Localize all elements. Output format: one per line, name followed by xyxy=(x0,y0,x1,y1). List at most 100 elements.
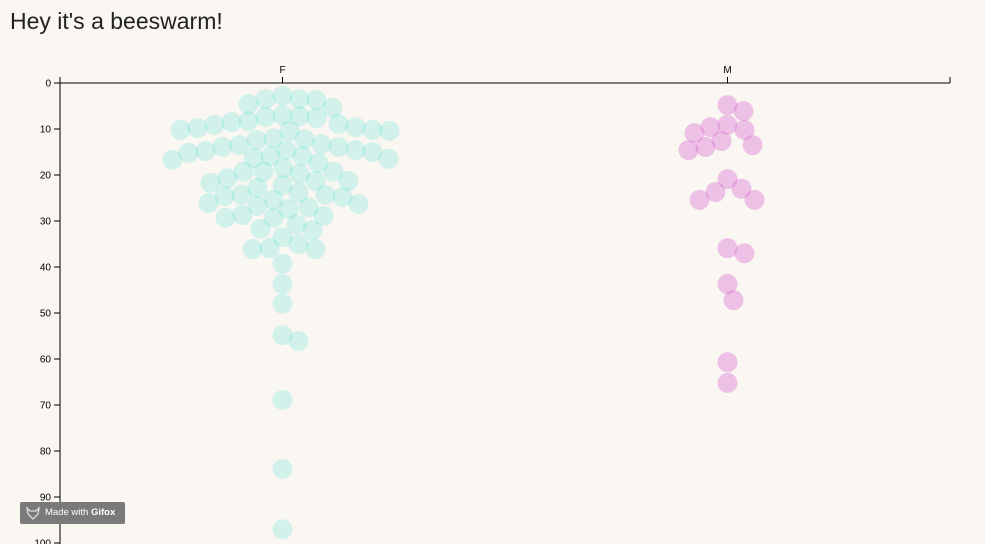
bee xyxy=(717,238,738,259)
bee xyxy=(195,141,216,162)
bee xyxy=(717,274,738,295)
bee xyxy=(328,113,349,134)
y-tick-label: 80 xyxy=(40,447,52,458)
bee xyxy=(263,207,284,228)
bee xyxy=(246,130,267,151)
bee xyxy=(744,189,765,210)
bee xyxy=(243,147,264,168)
bee xyxy=(689,189,710,210)
bee xyxy=(734,243,755,264)
y-tick-label: 60 xyxy=(40,355,52,366)
bee xyxy=(178,142,199,163)
bee xyxy=(345,140,366,161)
bee xyxy=(289,164,310,185)
bee xyxy=(232,205,253,226)
bee xyxy=(362,119,383,140)
bee xyxy=(362,142,383,162)
bee xyxy=(276,140,297,161)
bee xyxy=(212,136,233,157)
bee xyxy=(288,234,309,254)
bee xyxy=(289,89,310,110)
page-title: Hey it's a beeswarm! xyxy=(10,8,223,34)
bee xyxy=(378,148,399,169)
bee xyxy=(221,112,242,133)
watermark-brand: Gifox xyxy=(90,507,116,518)
bee xyxy=(286,214,307,235)
bee xyxy=(717,95,738,116)
bee xyxy=(238,111,259,132)
bee xyxy=(260,146,281,167)
bee xyxy=(259,238,280,259)
bee xyxy=(711,130,732,151)
bee xyxy=(345,117,366,138)
bee xyxy=(233,161,254,182)
bee xyxy=(734,119,755,140)
bee xyxy=(250,218,271,239)
bee xyxy=(379,120,400,141)
bee xyxy=(322,97,343,118)
bee xyxy=(717,372,738,393)
bee xyxy=(272,85,293,106)
y-tick-label: 70 xyxy=(40,401,52,412)
bee xyxy=(247,195,268,216)
bee xyxy=(306,107,327,128)
bee xyxy=(278,199,299,220)
bee xyxy=(253,161,274,182)
bee xyxy=(294,129,315,150)
bee xyxy=(273,158,294,179)
x-tick-label: M xyxy=(723,65,731,76)
bee xyxy=(272,389,293,410)
bee xyxy=(279,120,300,141)
y-tick-label: 100 xyxy=(34,539,51,544)
bee xyxy=(263,128,284,149)
bee xyxy=(247,177,268,198)
bee xyxy=(255,107,276,128)
bee xyxy=(263,189,284,210)
bee xyxy=(231,184,252,205)
bee xyxy=(723,290,744,311)
bee xyxy=(338,170,359,191)
bee xyxy=(272,519,293,540)
bee xyxy=(272,293,293,314)
bee xyxy=(305,170,326,191)
bee xyxy=(198,193,219,214)
bee xyxy=(272,105,293,126)
bee xyxy=(229,135,250,156)
bee xyxy=(288,182,309,203)
x-tick-label: F xyxy=(279,65,285,76)
y-tick-label: 50 xyxy=(40,309,52,320)
bee xyxy=(242,239,263,260)
y-tick-label: 30 xyxy=(40,217,52,228)
bee xyxy=(313,205,334,226)
bee xyxy=(204,114,225,135)
bee xyxy=(272,227,293,248)
bee xyxy=(311,134,332,155)
bee xyxy=(187,118,208,139)
bee xyxy=(302,220,323,241)
bee xyxy=(705,182,726,203)
bee xyxy=(684,123,705,144)
bee xyxy=(272,458,293,479)
bee xyxy=(308,153,329,174)
bee xyxy=(272,325,293,346)
bee xyxy=(695,136,716,157)
bee xyxy=(733,101,754,122)
bee xyxy=(315,184,336,205)
bee xyxy=(272,274,293,295)
bee xyxy=(328,136,349,157)
bee xyxy=(717,352,738,373)
bee xyxy=(348,193,369,214)
bee xyxy=(298,197,319,218)
bee xyxy=(332,187,353,208)
fox-icon xyxy=(26,506,40,520)
bee xyxy=(214,186,235,207)
bee xyxy=(292,146,313,167)
bee xyxy=(305,239,326,260)
bee xyxy=(323,161,344,182)
watermark: Made with Gifox xyxy=(20,502,125,524)
bee xyxy=(717,169,738,190)
y-tick-label: 10 xyxy=(40,125,52,136)
bee xyxy=(678,140,699,161)
